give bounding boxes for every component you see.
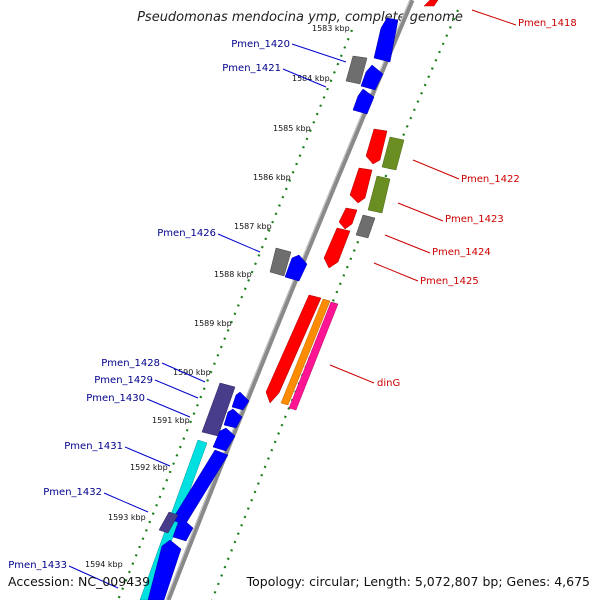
- kbp-label-1591: 1591 kbp: [152, 416, 190, 425]
- label-pmen-1431[interactable]: Pmen_1431: [64, 441, 123, 452]
- label-pmen-1426[interactable]: Pmen_1426: [157, 228, 216, 239]
- gene-pmen-1422a[interactable]: [365, 128, 388, 165]
- reverse-gene-labels: Pmen_1418 Pmen_1422 Pmen_1423 Pmen_1424 …: [329, 9, 577, 389]
- gene-ding-orange[interactable]: [280, 298, 331, 406]
- inner-tick-track: [116, 29, 354, 600]
- kbp-label-1593: 1593 kbp: [108, 513, 146, 522]
- gene-ding-red[interactable]: [265, 294, 322, 404]
- accession-text: Accession: NC_009439: [8, 574, 151, 589]
- gene-pmen-1432a[interactable]: [158, 511, 179, 534]
- tick-tracks: [116, 9, 460, 600]
- topology-text: Topology: circular; Length: 5,072,807 bp…: [246, 574, 590, 589]
- gene-pmen-1429[interactable]: [231, 391, 250, 411]
- forward-gene-labels: Pmen_1420 Pmen_1421 Pmen_1426 Pmen_1428 …: [8, 39, 347, 589]
- gene-pmen-1424a[interactable]: [338, 207, 358, 230]
- kbp-label-1585: 1585 kbp: [273, 124, 311, 133]
- label-ding[interactable]: dinG: [377, 378, 400, 389]
- gene-pmen-1422[interactable]: [381, 136, 405, 171]
- kbp-label-1594: 1594 kbp: [85, 560, 123, 569]
- gene-ding-pink[interactable]: [288, 301, 339, 411]
- reverse-strand-features: [265, 0, 439, 411]
- gene-pmen-1426a[interactable]: [269, 247, 292, 277]
- kbp-label-1584: 1584 kbp: [292, 74, 330, 83]
- label-pmen-1432[interactable]: Pmen_1432: [43, 487, 102, 498]
- gene-pmen-1424[interactable]: [355, 214, 376, 239]
- label-pmen-1433[interactable]: Pmen_1433: [8, 560, 67, 571]
- label-pmen-1418[interactable]: Pmen_1418: [518, 18, 577, 29]
- label-pmen-1422[interactable]: Pmen_1422: [461, 174, 520, 185]
- forward-strand-features: [139, 17, 399, 600]
- kbp-label-1588: 1588 kbp: [214, 270, 252, 279]
- gene-pmen-1433[interactable]: [147, 539, 182, 600]
- gene-pmen-1421[interactable]: [360, 64, 384, 91]
- label-pmen-1429[interactable]: Pmen_1429: [94, 375, 153, 386]
- gene-pmen-1426[interactable]: [284, 254, 308, 282]
- gene-pmen-1421b[interactable]: [352, 88, 375, 115]
- label-pmen-1423[interactable]: Pmen_1423: [445, 214, 504, 225]
- label-pmen-1428[interactable]: Pmen_1428: [101, 358, 160, 369]
- gene-pmen-1430[interactable]: [223, 408, 243, 429]
- kbp-label-1586: 1586 kbp: [253, 173, 291, 182]
- gene-pmen-1432[interactable]: [172, 519, 194, 542]
- map-title: Pseudomonas mendocina ymp, complete geno…: [137, 10, 463, 25]
- label-pmen-1424[interactable]: Pmen_1424: [432, 247, 491, 258]
- gene-pmen-1430b[interactable]: [212, 427, 236, 452]
- kbp-label-1587: 1587 kbp: [234, 222, 272, 231]
- kbp-label-1590: 1590 kbp: [173, 368, 211, 377]
- kbp-label-1589: 1589 kbp: [194, 319, 232, 328]
- label-pmen-1421[interactable]: Pmen_1421: [222, 63, 281, 74]
- gene-pmen-1419[interactable]: [373, 17, 399, 63]
- gene-pmen-1423a[interactable]: [349, 167, 373, 204]
- gene-pmen-1428[interactable]: [201, 382, 236, 437]
- label-pmen-1420[interactable]: Pmen_1420: [231, 39, 290, 50]
- label-pmen-1430[interactable]: Pmen_1430: [86, 393, 145, 404]
- kbp-labels: 1583 kbp 1584 kbp 1585 kbp 1586 kbp 1587…: [85, 24, 350, 569]
- gene-pmen-1423[interactable]: [367, 175, 391, 214]
- kbp-label-1583: 1583 kbp: [312, 24, 350, 33]
- gene-pmen-1425[interactable]: [323, 227, 351, 269]
- gene-pmen-1418[interactable]: [423, 0, 439, 7]
- gene-pmen-1420[interactable]: [345, 55, 368, 85]
- label-pmen-1425[interactable]: Pmen_1425: [420, 276, 479, 287]
- kbp-label-1592: 1592 kbp: [130, 463, 168, 472]
- genome-backbone: [165, 0, 415, 600]
